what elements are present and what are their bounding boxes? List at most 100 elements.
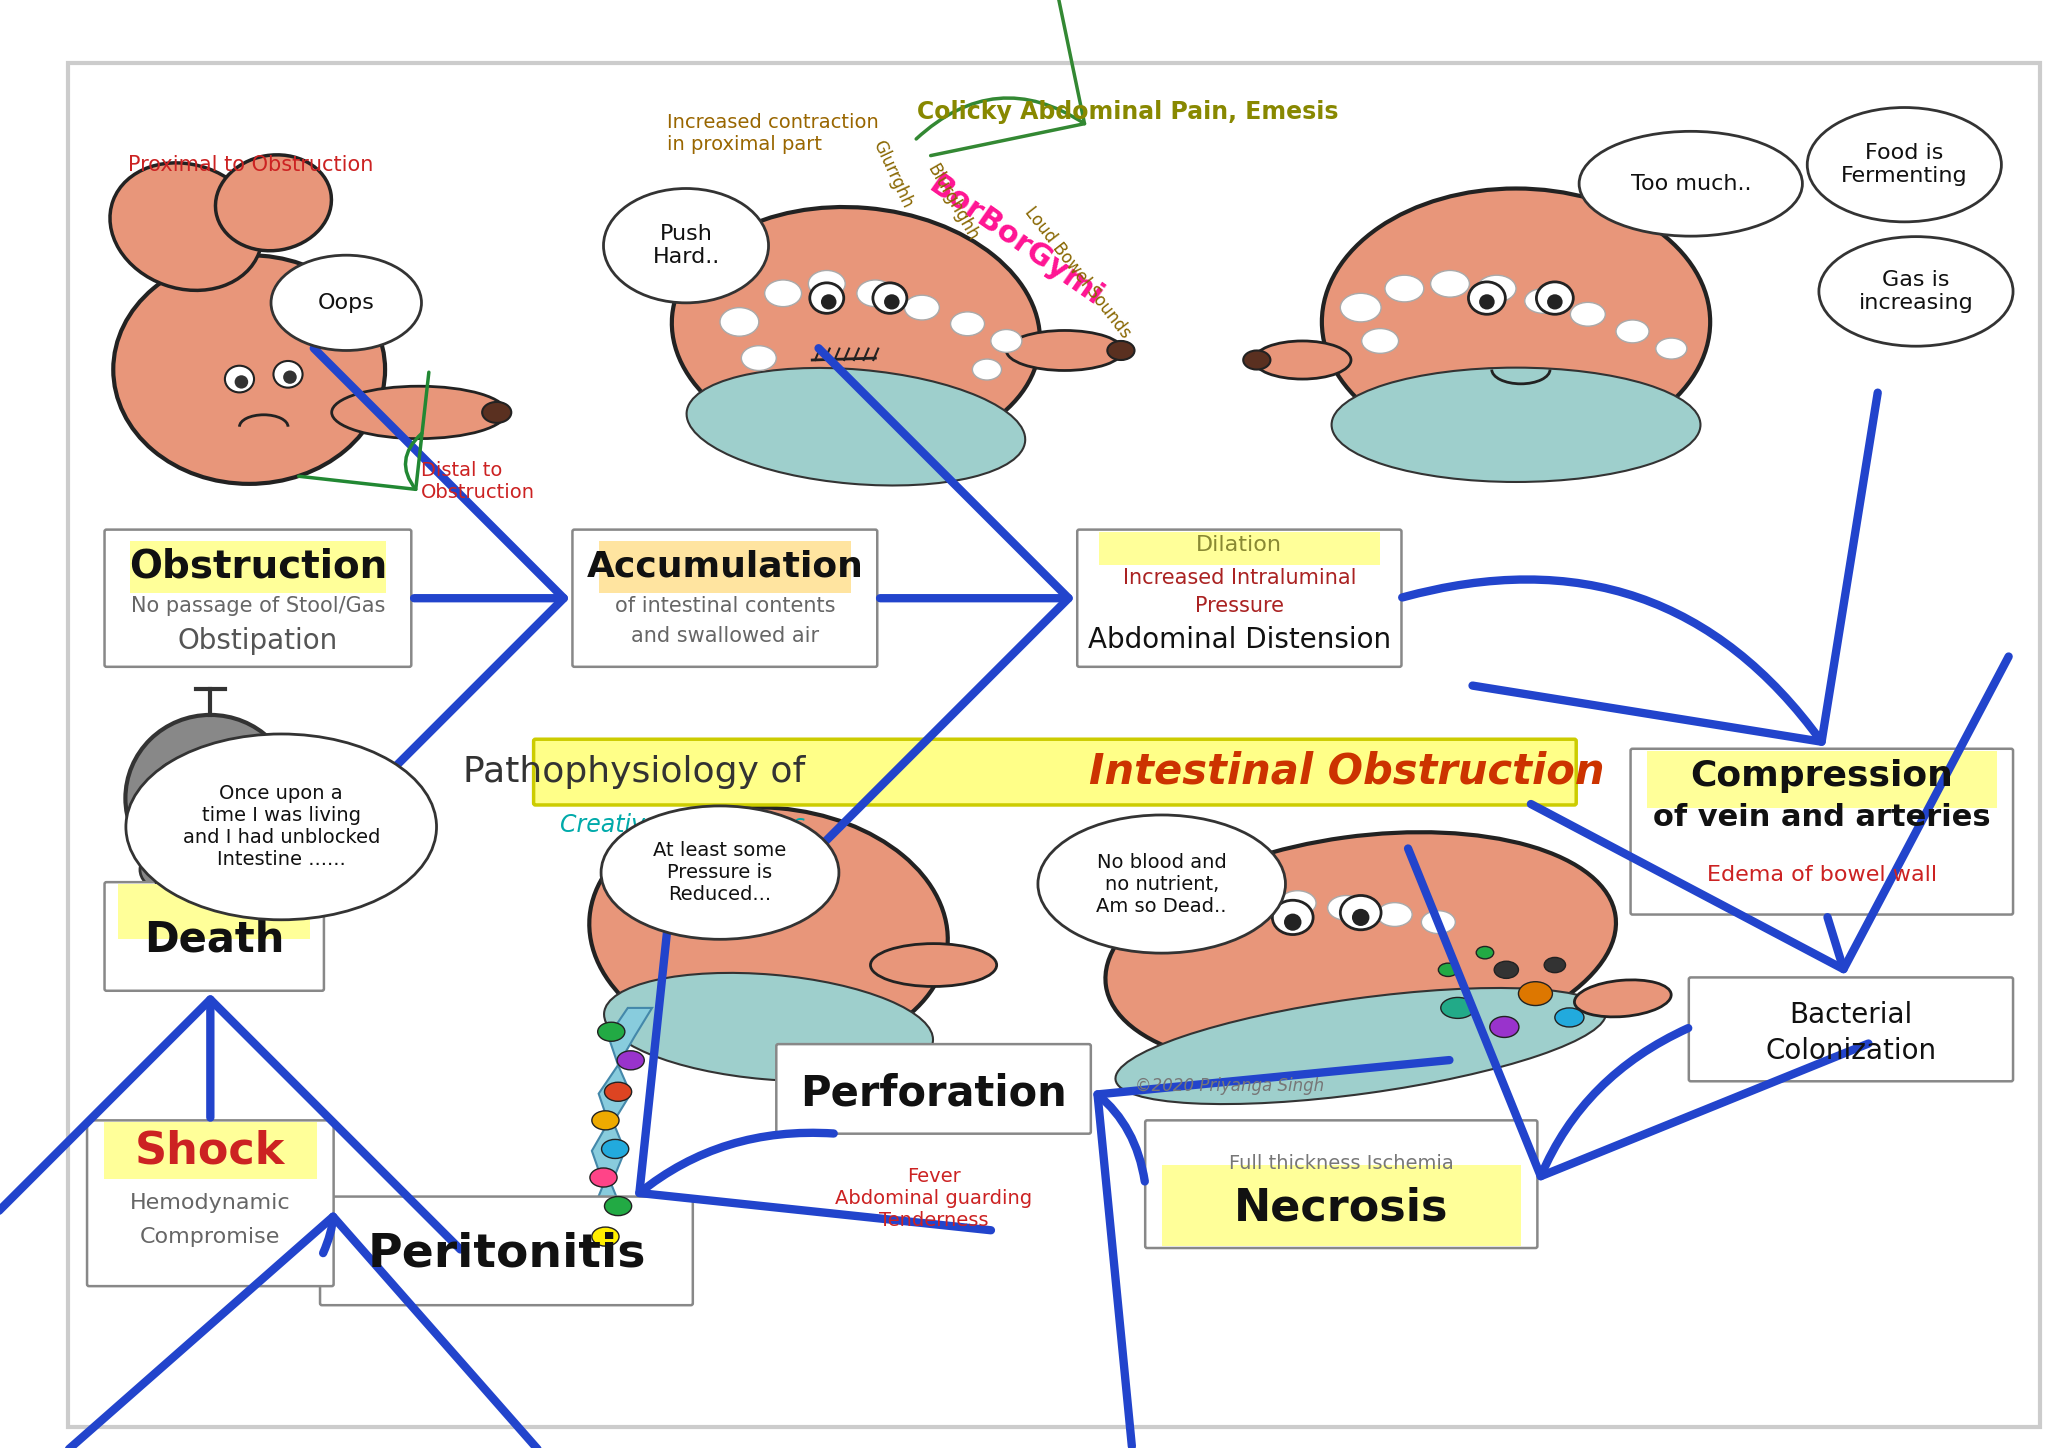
Ellipse shape	[602, 1140, 629, 1158]
Ellipse shape	[1579, 132, 1802, 236]
Text: Accumulation: Accumulation	[586, 550, 864, 584]
Text: Compromise: Compromise	[139, 1226, 281, 1247]
Text: Edema of bowel wall: Edema of bowel wall	[1706, 864, 1937, 885]
Text: Gas is
increasing: Gas is increasing	[1860, 269, 1974, 313]
Ellipse shape	[1106, 833, 1616, 1069]
Ellipse shape	[139, 837, 281, 904]
FancyBboxPatch shape	[1690, 977, 2013, 1082]
Ellipse shape	[1546, 294, 1563, 310]
Ellipse shape	[283, 371, 297, 384]
Bar	[233, 857, 246, 886]
Ellipse shape	[604, 188, 768, 303]
Ellipse shape	[885, 294, 899, 310]
Ellipse shape	[225, 366, 254, 392]
Ellipse shape	[686, 368, 1026, 485]
Ellipse shape	[1331, 368, 1700, 482]
Text: Colicky Abdominal Pain, Emesis: Colicky Abdominal Pain, Emesis	[918, 100, 1339, 125]
Ellipse shape	[215, 155, 332, 251]
Text: Obstipation: Obstipation	[178, 627, 338, 654]
Text: Oops: Oops	[317, 292, 375, 313]
Text: Bacterial: Bacterial	[1790, 1001, 1913, 1028]
Text: ©2020 Priyanga Singh: ©2020 Priyanga Singh	[1135, 1077, 1325, 1095]
Ellipse shape	[1376, 902, 1413, 927]
Bar	[598, 542, 852, 594]
Ellipse shape	[870, 944, 997, 986]
Ellipse shape	[604, 1196, 631, 1216]
Ellipse shape	[872, 282, 907, 313]
FancyBboxPatch shape	[573, 530, 877, 668]
Ellipse shape	[1182, 895, 1219, 921]
Ellipse shape	[721, 307, 760, 336]
Ellipse shape	[1284, 914, 1300, 931]
FancyBboxPatch shape	[319, 1196, 692, 1305]
Ellipse shape	[1819, 236, 2013, 346]
Ellipse shape	[154, 762, 199, 807]
Text: BorBorGymi: BorBorGymi	[924, 171, 1108, 311]
Ellipse shape	[1421, 911, 1456, 934]
Ellipse shape	[1479, 294, 1495, 310]
Ellipse shape	[1108, 340, 1135, 361]
Ellipse shape	[1116, 988, 1606, 1103]
Text: Necrosis: Necrosis	[1235, 1186, 1448, 1229]
Text: Colonization: Colonization	[1765, 1037, 1937, 1064]
Ellipse shape	[1352, 909, 1370, 925]
Ellipse shape	[1327, 895, 1364, 921]
Bar	[1647, 750, 1997, 808]
Ellipse shape	[1006, 330, 1122, 371]
Ellipse shape	[1657, 337, 1688, 359]
Text: of intestinal contents: of intestinal contents	[614, 595, 836, 615]
Ellipse shape	[741, 346, 776, 371]
Ellipse shape	[1575, 980, 1671, 1016]
Text: Peritonitis: Peritonitis	[367, 1231, 645, 1276]
Text: No passage of Stool/Gas: No passage of Stool/Gas	[131, 595, 385, 615]
Ellipse shape	[727, 895, 741, 909]
Ellipse shape	[809, 282, 844, 313]
Ellipse shape	[616, 1051, 645, 1070]
Ellipse shape	[1231, 889, 1268, 914]
Ellipse shape	[1495, 961, 1518, 979]
Text: Death: Death	[143, 918, 285, 960]
Bar	[1098, 531, 1380, 565]
Ellipse shape	[1280, 891, 1317, 915]
Ellipse shape	[111, 162, 262, 291]
Ellipse shape	[1616, 320, 1649, 343]
Ellipse shape	[481, 403, 512, 423]
Text: Proximal to Obstruction: Proximal to Obstruction	[127, 155, 373, 175]
Ellipse shape	[125, 715, 295, 882]
Bar	[174, 857, 188, 886]
Ellipse shape	[274, 361, 303, 388]
Ellipse shape	[332, 387, 506, 439]
FancyBboxPatch shape	[88, 1121, 334, 1286]
Ellipse shape	[1477, 275, 1516, 301]
Ellipse shape	[1468, 282, 1505, 314]
Text: Distal to
Obstruction: Distal to Obstruction	[422, 462, 535, 502]
Text: Blurghghh: Blurghghh	[924, 161, 983, 245]
Ellipse shape	[1571, 303, 1606, 326]
Ellipse shape	[905, 295, 940, 320]
Ellipse shape	[125, 734, 436, 919]
Ellipse shape	[821, 294, 836, 310]
Text: Full thickness Ischemia: Full thickness Ischemia	[1229, 1154, 1454, 1173]
Bar	[156, 857, 168, 886]
Ellipse shape	[950, 311, 985, 336]
Ellipse shape	[1477, 947, 1493, 959]
Ellipse shape	[1489, 1016, 1520, 1037]
Ellipse shape	[592, 1111, 618, 1129]
FancyBboxPatch shape	[1145, 1121, 1538, 1248]
Text: At least some
Pressure is
Reduced...: At least some Pressure is Reduced...	[653, 841, 786, 904]
FancyBboxPatch shape	[104, 530, 412, 668]
Bar	[104, 1122, 317, 1180]
Text: and swallowed air: and swallowed air	[631, 627, 819, 646]
Ellipse shape	[1038, 815, 1286, 953]
Text: Fever
Abdominal guarding
Tenderness: Fever Abdominal guarding Tenderness	[836, 1167, 1032, 1229]
Ellipse shape	[590, 808, 948, 1056]
Ellipse shape	[223, 762, 266, 807]
Text: No blood and
no nutrient,
Am so Dead..: No blood and no nutrient, Am so Dead..	[1096, 853, 1227, 915]
FancyBboxPatch shape	[104, 882, 324, 990]
Text: Abdominal Distension: Abdominal Distension	[1087, 626, 1391, 654]
Text: Pressure: Pressure	[1194, 595, 1284, 615]
Ellipse shape	[1806, 107, 2001, 222]
Ellipse shape	[604, 973, 934, 1082]
Ellipse shape	[672, 207, 1040, 456]
Text: Food is
Fermenting: Food is Fermenting	[1841, 143, 1968, 187]
